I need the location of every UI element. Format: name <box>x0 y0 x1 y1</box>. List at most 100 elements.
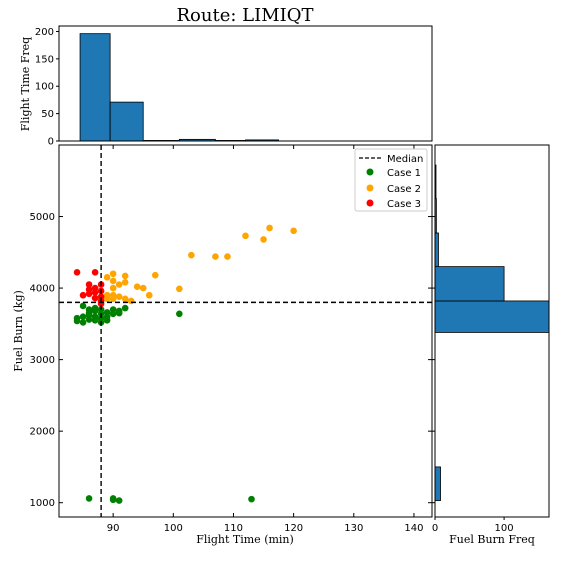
scatter-ytick-label: 3000 <box>30 355 55 366</box>
scatter-xtick-label: 110 <box>224 523 243 534</box>
top-histogram-ytick-label: 200 <box>35 27 54 38</box>
legend-case3-swatch <box>366 199 374 207</box>
top-histogram-ytick-label: 50 <box>41 109 54 120</box>
point-case1 <box>103 316 111 324</box>
point-case2 <box>103 274 111 281</box>
point-case2 <box>224 253 231 260</box>
scatter-ytick-label: 1000 <box>30 498 55 509</box>
point-case3 <box>91 269 99 276</box>
legend-case1-swatch <box>366 168 374 176</box>
right-histogram-bar <box>434 466 441 501</box>
point-case1 <box>91 304 99 312</box>
point-case2 <box>212 253 219 260</box>
scatter-xtick-label: 90 <box>107 523 120 534</box>
point-case2 <box>242 232 249 240</box>
point-case3 <box>91 289 99 296</box>
right-histogram-bar <box>434 300 550 333</box>
legend-case2-swatch <box>366 184 374 192</box>
point-case2 <box>188 251 195 259</box>
point-case1 <box>248 495 255 503</box>
right-histogram-frame <box>434 144 550 518</box>
point-case2 <box>266 224 273 232</box>
scatter-ytick-label: 4000 <box>30 284 55 295</box>
top-histogram-ylabel: Flight Time Freq <box>19 37 32 131</box>
point-case2 <box>260 236 267 243</box>
top-histogram-bars <box>79 33 279 142</box>
legend-case2-label: Case 2 <box>387 184 421 195</box>
point-case1 <box>109 310 117 318</box>
point-case2 <box>121 295 129 303</box>
point-case2 <box>115 281 123 288</box>
scatter-ytick-label: 2000 <box>30 427 55 438</box>
point-case1 <box>79 313 87 320</box>
point-case2 <box>109 284 117 292</box>
point-case2 <box>109 277 117 285</box>
point-case1 <box>115 497 123 504</box>
scatter-yticks: 1000 2000 3000 4000 5000 <box>30 212 432 509</box>
point-case2 <box>109 295 117 303</box>
point-case1 <box>109 496 117 504</box>
point-case1 <box>79 302 87 310</box>
point-case1 <box>85 311 93 319</box>
top-histogram-bar <box>79 33 111 142</box>
top-histogram-ytick-label: 100 <box>35 82 54 93</box>
top-histogram-frame <box>58 25 433 142</box>
right-histogram-xlabel: Fuel Burn Freq <box>449 533 535 546</box>
point-case2 <box>121 279 129 286</box>
point-case3 <box>85 281 93 288</box>
legend: Median Case 1 Case 2 Case 3 <box>354 148 428 212</box>
point-case2 <box>139 284 147 292</box>
point-case1 <box>121 304 129 312</box>
point-case2 <box>121 272 129 280</box>
point-case2 <box>151 271 159 279</box>
point-case3 <box>73 269 81 276</box>
point-case2 <box>133 283 141 290</box>
point-case1 <box>97 314 105 322</box>
point-case2 <box>115 293 123 300</box>
scatter-xticks: 90 100 110 120 130 140 <box>107 145 423 534</box>
top-histogram: 0 50 100 150 200 Flight Time Freq <box>19 25 433 148</box>
point-case3 <box>91 294 99 302</box>
point-case3 <box>79 291 87 299</box>
scatter-plot: 90 100 110 120 130 140 1000 2000 3000 4000 5000 F… <box>12 144 433 546</box>
right-histogram-xtick-label: 0 <box>432 523 438 534</box>
legend-case3-label: Case 3 <box>387 199 421 210</box>
scatter-ylabel: Fuel Burn (kg) <box>12 290 25 372</box>
right-histogram-bars <box>434 164 550 501</box>
point-case2 <box>109 270 117 278</box>
right-histogram: 0 100 Fuel Burn Freq <box>432 144 550 546</box>
point-case1 <box>73 317 81 325</box>
point-case1 <box>79 319 87 326</box>
top-histogram-ytick-label: 150 <box>35 54 54 65</box>
scatter-points <box>73 224 297 504</box>
median-lines <box>59 145 432 517</box>
point-case2 <box>127 297 135 305</box>
point-case3 <box>85 290 93 298</box>
point-case1 <box>91 316 99 324</box>
scatter-xtick-label: 130 <box>344 523 363 534</box>
point-case2 <box>103 295 111 303</box>
point-case1 <box>176 310 183 318</box>
point-case2 <box>290 227 297 235</box>
point-case2 <box>145 291 153 299</box>
legend-case1-label: Case 1 <box>387 168 421 179</box>
top-histogram-ytick-label: 0 <box>48 137 54 148</box>
point-case1 <box>115 309 123 317</box>
legend-median-label: Median <box>387 154 423 165</box>
top-histogram-bar <box>109 101 144 142</box>
right-histogram-bar <box>434 266 505 302</box>
point-case1 <box>85 495 93 502</box>
legend-box <box>354 148 428 212</box>
right-histogram-xticks: 0 100 <box>432 216 514 534</box>
right-histogram-xtick-label: 100 <box>495 523 514 534</box>
top-histogram-yticks: 0 50 100 150 200 <box>35 27 59 148</box>
point-case2 <box>176 285 183 293</box>
scatter-frame <box>58 144 433 518</box>
scatter-ytick-label: 5000 <box>30 212 55 223</box>
scatter-xlabel: Flight Time (min) <box>196 533 294 546</box>
scatter-xtick-label: 100 <box>164 523 183 534</box>
scatter-xtick-label: 140 <box>404 523 423 534</box>
scatter-xtick-label: 120 <box>284 523 303 534</box>
